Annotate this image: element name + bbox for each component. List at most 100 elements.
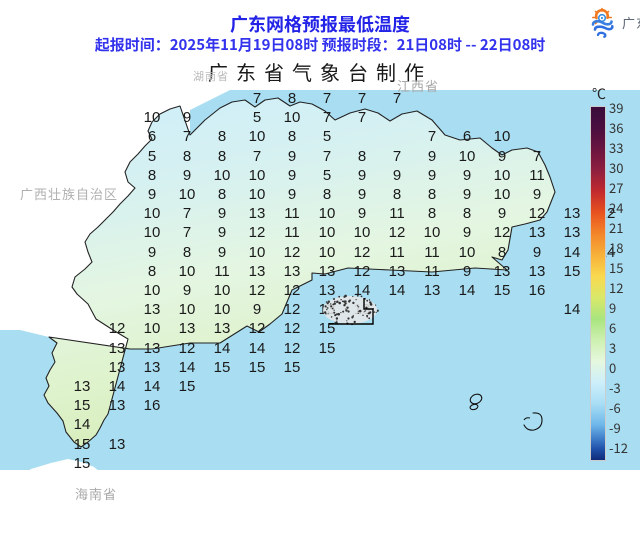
svg-text:10: 10 xyxy=(179,186,196,203)
svg-text:13: 13 xyxy=(179,320,196,337)
svg-text:9: 9 xyxy=(218,244,226,261)
svg-text:12: 12 xyxy=(354,263,371,280)
svg-text:8: 8 xyxy=(428,186,436,203)
svg-text:13: 13 xyxy=(319,263,336,280)
svg-text:5: 5 xyxy=(323,167,331,184)
svg-text:14: 14 xyxy=(179,359,196,376)
svg-text:10: 10 xyxy=(459,244,476,261)
svg-text:9: 9 xyxy=(253,301,261,318)
svg-text:9: 9 xyxy=(463,224,471,241)
svg-text:9: 9 xyxy=(218,205,226,222)
svg-text:13: 13 xyxy=(109,436,126,453)
svg-text:8: 8 xyxy=(218,148,226,165)
svg-text:11: 11 xyxy=(424,244,440,261)
svg-text:6: 6 xyxy=(148,128,156,145)
svg-text:7: 7 xyxy=(358,109,366,126)
svg-text:13: 13 xyxy=(529,224,546,241)
svg-text:12: 12 xyxy=(284,244,301,261)
svg-text:7: 7 xyxy=(323,90,331,107)
svg-text:7: 7 xyxy=(323,109,331,126)
svg-text:8: 8 xyxy=(183,244,191,261)
svg-text:9: 9 xyxy=(533,244,541,261)
svg-text:13: 13 xyxy=(109,340,126,357)
svg-text:15: 15 xyxy=(74,436,91,453)
svg-text:15: 15 xyxy=(494,282,511,299)
svg-text:9: 9 xyxy=(288,186,296,203)
svg-text:10: 10 xyxy=(284,109,301,126)
svg-text:13: 13 xyxy=(74,378,91,395)
svg-text:8: 8 xyxy=(148,167,156,184)
svg-text:14: 14 xyxy=(74,416,91,433)
svg-text:10: 10 xyxy=(424,224,441,241)
svg-text:9: 9 xyxy=(183,282,191,299)
svg-text:12: 12 xyxy=(389,224,406,241)
svg-text:10: 10 xyxy=(494,128,511,145)
svg-text:7: 7 xyxy=(253,148,261,165)
svg-text:8: 8 xyxy=(323,186,331,203)
svg-text:15: 15 xyxy=(74,455,91,472)
svg-text:8: 8 xyxy=(288,128,296,145)
svg-text:13: 13 xyxy=(249,205,266,222)
svg-text:9: 9 xyxy=(358,167,366,184)
svg-text:12: 12 xyxy=(249,282,266,299)
svg-text:10: 10 xyxy=(214,282,231,299)
svg-text:10: 10 xyxy=(494,167,511,184)
svg-text:14: 14 xyxy=(564,244,581,261)
svg-text:7: 7 xyxy=(358,90,366,107)
svg-text:8: 8 xyxy=(218,128,226,145)
svg-text:13: 13 xyxy=(249,263,266,280)
svg-text:15: 15 xyxy=(214,359,231,376)
svg-text:9: 9 xyxy=(463,263,471,280)
svg-text:9: 9 xyxy=(393,167,401,184)
svg-text:15: 15 xyxy=(319,320,336,337)
svg-text:16: 16 xyxy=(144,397,161,414)
svg-text:9: 9 xyxy=(463,186,471,203)
svg-text:8: 8 xyxy=(183,148,191,165)
svg-text:15: 15 xyxy=(319,340,336,357)
svg-text:13: 13 xyxy=(144,340,161,357)
svg-text:12: 12 xyxy=(249,224,266,241)
svg-text:5: 5 xyxy=(148,148,156,165)
svg-text:12: 12 xyxy=(109,320,126,337)
svg-text:10: 10 xyxy=(214,301,231,318)
svg-text:11: 11 xyxy=(284,224,300,241)
svg-text:10: 10 xyxy=(249,186,266,203)
svg-text:11: 11 xyxy=(529,167,545,184)
svg-text:10: 10 xyxy=(319,244,336,261)
svg-text:7: 7 xyxy=(393,148,401,165)
svg-text:16: 16 xyxy=(529,282,546,299)
svg-text:8: 8 xyxy=(463,205,471,222)
svg-text:14: 14 xyxy=(459,282,476,299)
svg-text:8: 8 xyxy=(393,186,401,203)
svg-text:8: 8 xyxy=(358,148,366,165)
svg-text:12: 12 xyxy=(249,320,266,337)
svg-text:5: 5 xyxy=(323,128,331,145)
svg-text:10: 10 xyxy=(319,205,336,222)
svg-text:12: 12 xyxy=(284,320,301,337)
svg-text:10: 10 xyxy=(144,282,161,299)
svg-text:12: 12 xyxy=(529,205,546,222)
svg-text:13: 13 xyxy=(144,301,161,318)
svg-text:8: 8 xyxy=(428,205,436,222)
svg-text:6: 6 xyxy=(463,128,471,145)
svg-text:14: 14 xyxy=(144,378,161,395)
svg-text:13: 13 xyxy=(214,320,231,337)
svg-text:7: 7 xyxy=(253,90,261,107)
svg-text:13: 13 xyxy=(564,224,581,241)
svg-text:14: 14 xyxy=(109,378,126,395)
svg-text:12: 12 xyxy=(179,340,196,357)
svg-text:12: 12 xyxy=(354,244,371,261)
svg-text:9: 9 xyxy=(498,205,506,222)
svg-text:10: 10 xyxy=(249,244,266,261)
svg-text:10: 10 xyxy=(494,186,511,203)
svg-text:15: 15 xyxy=(249,359,266,376)
svg-text:5: 5 xyxy=(253,109,261,126)
svg-text:12: 12 xyxy=(284,340,301,357)
svg-text:10: 10 xyxy=(249,167,266,184)
svg-text:10: 10 xyxy=(319,224,336,241)
svg-text:11: 11 xyxy=(214,263,230,280)
svg-text:9: 9 xyxy=(358,186,366,203)
svg-text:9: 9 xyxy=(288,148,296,165)
svg-text:13: 13 xyxy=(529,263,546,280)
svg-text:10: 10 xyxy=(179,301,196,318)
